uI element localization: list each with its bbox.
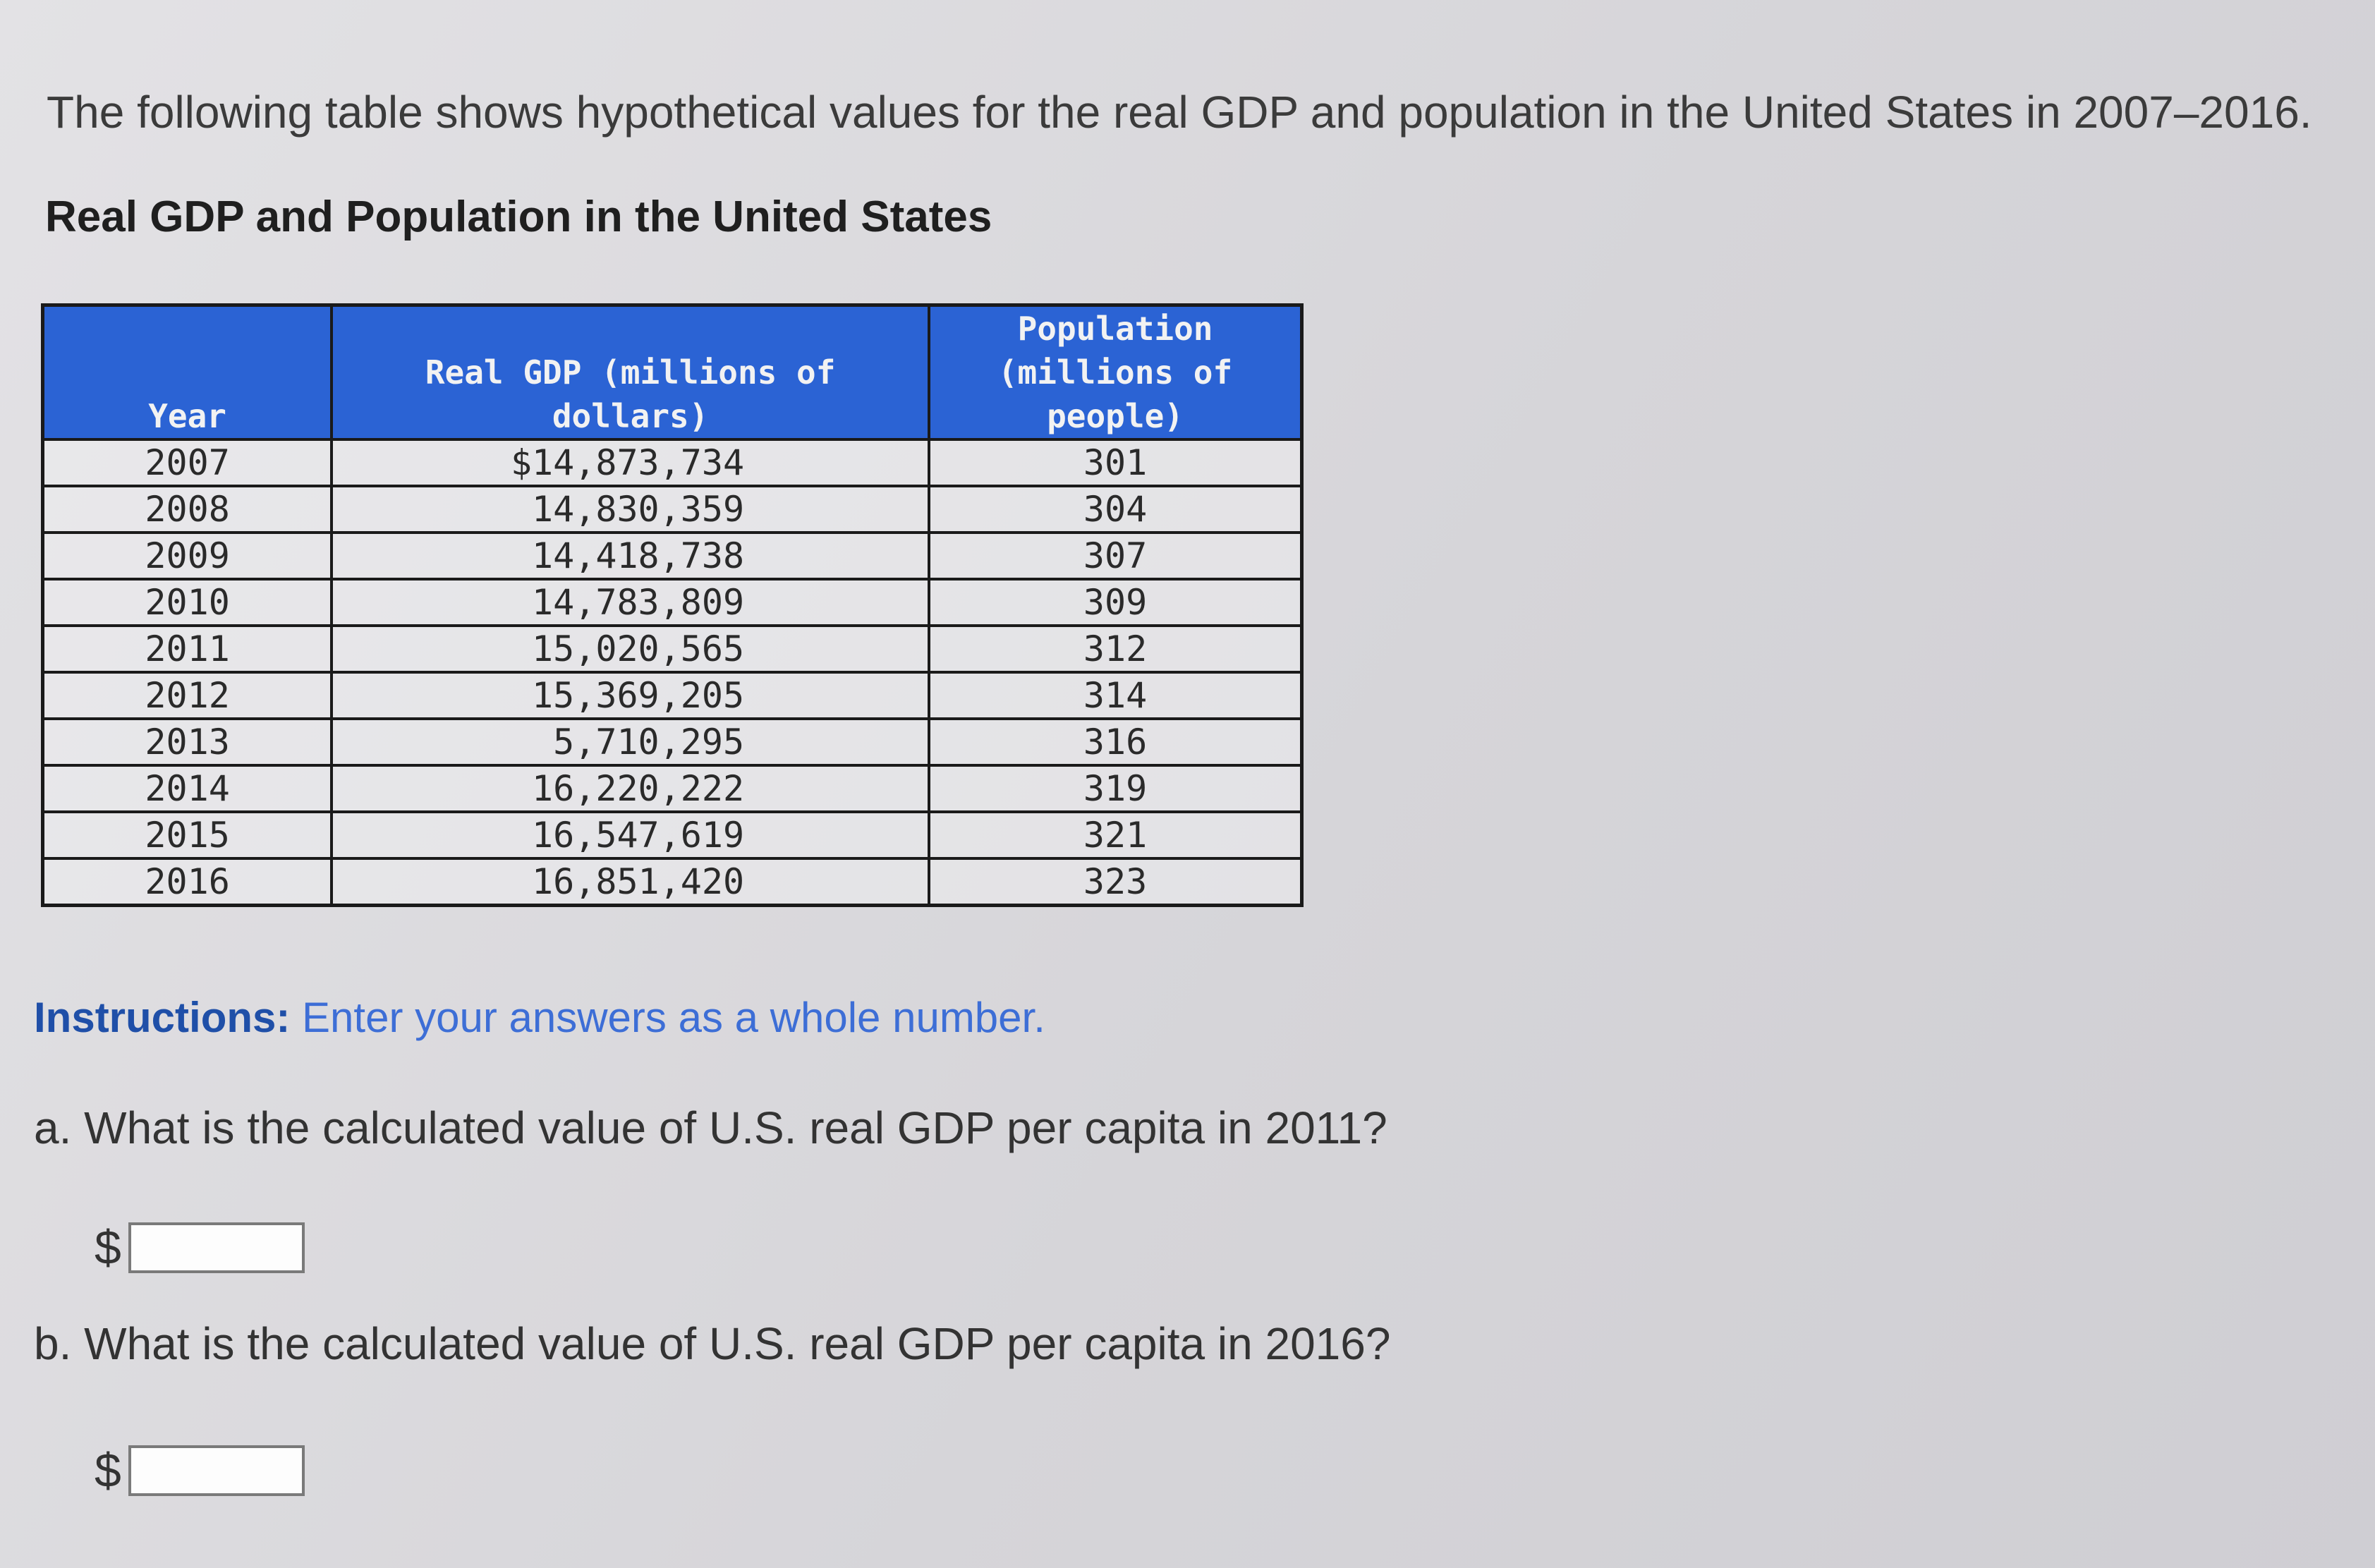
year-cell: 2007 [41, 438, 334, 487]
table-header-row: Year Real GDP (millions of dollars) Popu… [41, 303, 1304, 441]
answer-input-a[interactable] [128, 1222, 305, 1273]
answer-row-a: $ [95, 1220, 305, 1275]
answer-input-b[interactable] [128, 1445, 305, 1496]
population-cell: 316 [928, 717, 1304, 767]
population-cell: 319 [928, 764, 1304, 813]
table-row: 2015 16,547,619 321 [41, 810, 1304, 860]
table-row: 2013 5,710,295 316 [41, 717, 1304, 767]
instructions: Instructions: Enter your answers as a wh… [34, 993, 1045, 1042]
question-a: a. What is the calculated value of U.S. … [34, 1102, 1387, 1153]
table-row: 2011 15,020,565 312 [41, 624, 1304, 674]
table-row: 2009 14,418,738 307 [41, 531, 1304, 581]
population-cell: 309 [928, 578, 1304, 627]
population-cell: 304 [928, 485, 1304, 534]
gdp-population-table: Year Real GDP (millions of dollars) Popu… [41, 303, 1304, 907]
table-title: Real GDP and Population in the United St… [45, 193, 992, 241]
year-cell: 2016 [41, 857, 334, 907]
gdp-cell: 14,830,359 [330, 485, 931, 534]
gdp-cell: 16,220,222 [330, 764, 931, 813]
year-cell: 2008 [41, 485, 334, 534]
year-cell: 2009 [41, 531, 334, 581]
population-cell: 323 [928, 857, 1304, 907]
year-cell: 2011 [41, 624, 334, 674]
intro-text: The following table shows hypothetical v… [47, 87, 2312, 138]
population-cell: 307 [928, 531, 1304, 581]
gdp-cell: 16,547,619 [330, 810, 931, 860]
year-cell: 2013 [41, 717, 334, 767]
gdp-cell: 14,783,809 [330, 578, 931, 627]
header-year: Year [41, 303, 334, 441]
gdp-cell: 16,851,420 [330, 857, 931, 907]
table-row: 2010 14,783,809 309 [41, 578, 1304, 627]
gdp-cell: 5,710,295 [330, 717, 931, 767]
table-row: 2012 15,369,205 314 [41, 671, 1304, 720]
header-real-gdp: Real GDP (millions of dollars) [330, 303, 931, 441]
population-cell: 312 [928, 624, 1304, 674]
table-row: 2008 14,830,359 304 [41, 485, 1304, 534]
year-cell: 2010 [41, 578, 334, 627]
population-cell: 301 [928, 438, 1304, 487]
instructions-label: Instructions: [34, 994, 291, 1041]
year-cell: 2014 [41, 764, 334, 813]
header-population: Population (millions of people) [928, 303, 1304, 441]
year-cell: 2012 [41, 671, 334, 720]
population-cell: 321 [928, 810, 1304, 860]
instructions-text: Enter your answers as a whole number. [302, 994, 1045, 1041]
table-row: 2014 16,220,222 319 [41, 764, 1304, 813]
population-cell: 314 [928, 671, 1304, 720]
table-row: 2016 16,851,420 323 [41, 857, 1304, 907]
question-b: b. What is the calculated value of U.S. … [34, 1318, 1391, 1369]
gdp-cell: $14,873,734 [330, 438, 931, 487]
table-row: 2007 $14,873,734 301 [41, 438, 1304, 487]
gdp-cell: 15,369,205 [330, 671, 931, 720]
answer-row-b: $ [95, 1443, 305, 1498]
currency-symbol-a: $ [95, 1221, 121, 1275]
gdp-cell: 15,020,565 [330, 624, 931, 674]
gdp-cell: 14,418,738 [330, 531, 931, 581]
year-cell: 2015 [41, 810, 334, 860]
currency-symbol-b: $ [95, 1444, 121, 1497]
